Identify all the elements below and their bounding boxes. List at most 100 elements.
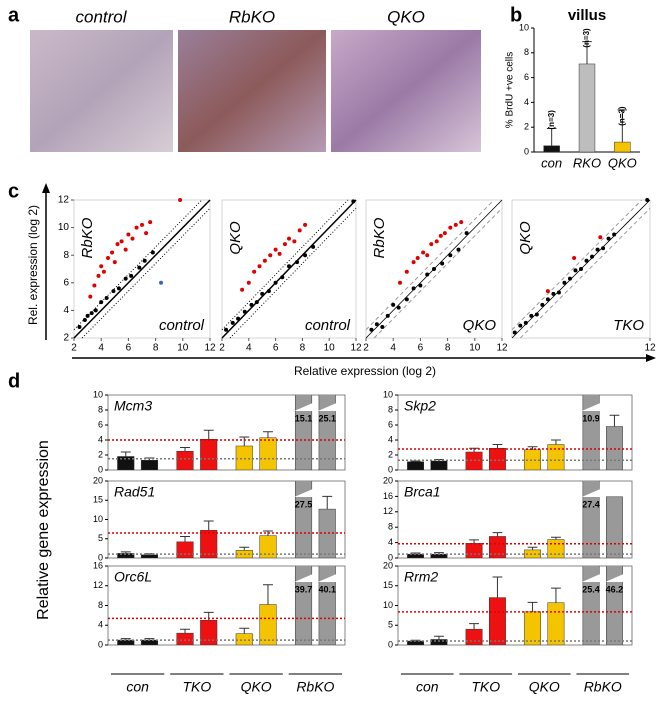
point xyxy=(297,228,302,233)
y-tick-label: 12 xyxy=(93,580,103,590)
point xyxy=(273,280,278,285)
x-tick-label: TKO xyxy=(182,679,211,695)
bar xyxy=(294,481,313,558)
bars xyxy=(543,41,631,152)
annotation: (n=3) xyxy=(617,106,626,126)
y-tick-label: 4 xyxy=(98,434,103,444)
break-mark xyxy=(294,403,313,411)
point xyxy=(545,297,550,302)
point xyxy=(374,322,379,327)
error-bar xyxy=(527,446,538,450)
y-tick-label: 4 xyxy=(524,97,529,107)
error-bar xyxy=(262,431,273,438)
point xyxy=(236,316,241,321)
y-tick-label: 8 xyxy=(63,250,69,261)
point xyxy=(556,290,561,295)
point xyxy=(280,275,285,280)
y-tick-label: 2 xyxy=(388,449,393,459)
point xyxy=(287,236,291,241)
error-bar xyxy=(239,627,250,634)
error-bar xyxy=(262,530,273,536)
break-mark xyxy=(317,574,337,582)
point xyxy=(273,247,278,252)
y-tick-label: 0 xyxy=(388,552,393,562)
bar xyxy=(547,602,565,645)
point xyxy=(92,283,97,288)
identity-line xyxy=(73,199,211,339)
point xyxy=(104,295,109,300)
y-tick-label: 10 xyxy=(383,389,393,399)
y-tick-label: 15 xyxy=(383,580,393,590)
bar xyxy=(489,448,506,470)
y-tick-label: 10 xyxy=(383,600,393,610)
arrow-head xyxy=(646,354,656,362)
x-tick-label: con xyxy=(416,679,439,695)
y-tick-label: 8 xyxy=(98,404,103,414)
point xyxy=(85,313,90,318)
error-bar xyxy=(551,439,561,445)
point xyxy=(159,280,164,285)
panel-label: d xyxy=(8,370,20,392)
y-tick-label: 20 xyxy=(383,560,393,570)
x-tick-label: 8 xyxy=(153,343,159,354)
error-bar xyxy=(239,436,250,446)
plot-frame xyxy=(397,480,633,559)
point xyxy=(612,232,617,237)
value-label: 10.9 xyxy=(582,413,600,423)
point xyxy=(572,255,577,260)
x-tick-label: 10 xyxy=(177,343,189,354)
error-bar xyxy=(492,576,503,598)
bar xyxy=(318,566,336,645)
point xyxy=(82,318,87,323)
point xyxy=(518,323,523,328)
point xyxy=(148,220,153,225)
break-mark xyxy=(605,574,624,582)
point xyxy=(126,232,131,237)
point xyxy=(252,269,257,274)
point xyxy=(432,267,436,271)
point xyxy=(351,199,356,204)
point xyxy=(110,250,115,255)
point xyxy=(266,289,271,294)
bars xyxy=(407,395,623,470)
y-tick-label: 6 xyxy=(524,72,529,82)
point xyxy=(116,286,121,291)
bar xyxy=(176,541,194,558)
point xyxy=(277,251,282,256)
bar xyxy=(543,145,560,152)
y-tick-label: 0 xyxy=(98,639,103,649)
point xyxy=(645,198,650,202)
bar xyxy=(259,604,277,645)
image-label: control xyxy=(75,7,127,26)
bar xyxy=(578,63,596,152)
break-mark xyxy=(294,489,313,497)
x-tick-label: 2 xyxy=(71,343,77,354)
error-bar xyxy=(469,539,479,544)
point xyxy=(380,324,385,329)
error-bar xyxy=(262,584,273,605)
point xyxy=(512,330,517,335)
point xyxy=(130,236,135,241)
point xyxy=(303,222,308,227)
threshold-line xyxy=(81,207,211,339)
error-bar xyxy=(617,109,628,143)
y-tick-label: 10 xyxy=(93,389,103,399)
bar xyxy=(430,639,448,645)
panel-c-axes: Rel. expression (log 2) Relative express… xyxy=(26,183,656,378)
x-tick-label: 4 xyxy=(390,343,396,354)
point xyxy=(268,253,273,258)
error-bar xyxy=(203,520,214,531)
micrograph xyxy=(30,30,173,152)
point xyxy=(448,253,453,258)
point xyxy=(129,273,134,278)
error-bar xyxy=(527,601,538,612)
x-tick-label: 6 xyxy=(126,343,132,354)
bars xyxy=(117,395,336,470)
panel-label: c xyxy=(8,180,19,202)
point xyxy=(295,260,300,265)
y-tick-label: 8 xyxy=(388,522,393,532)
x-tick-label: 12 xyxy=(350,343,362,354)
bar xyxy=(524,611,541,645)
point xyxy=(440,261,445,266)
point xyxy=(123,276,128,281)
